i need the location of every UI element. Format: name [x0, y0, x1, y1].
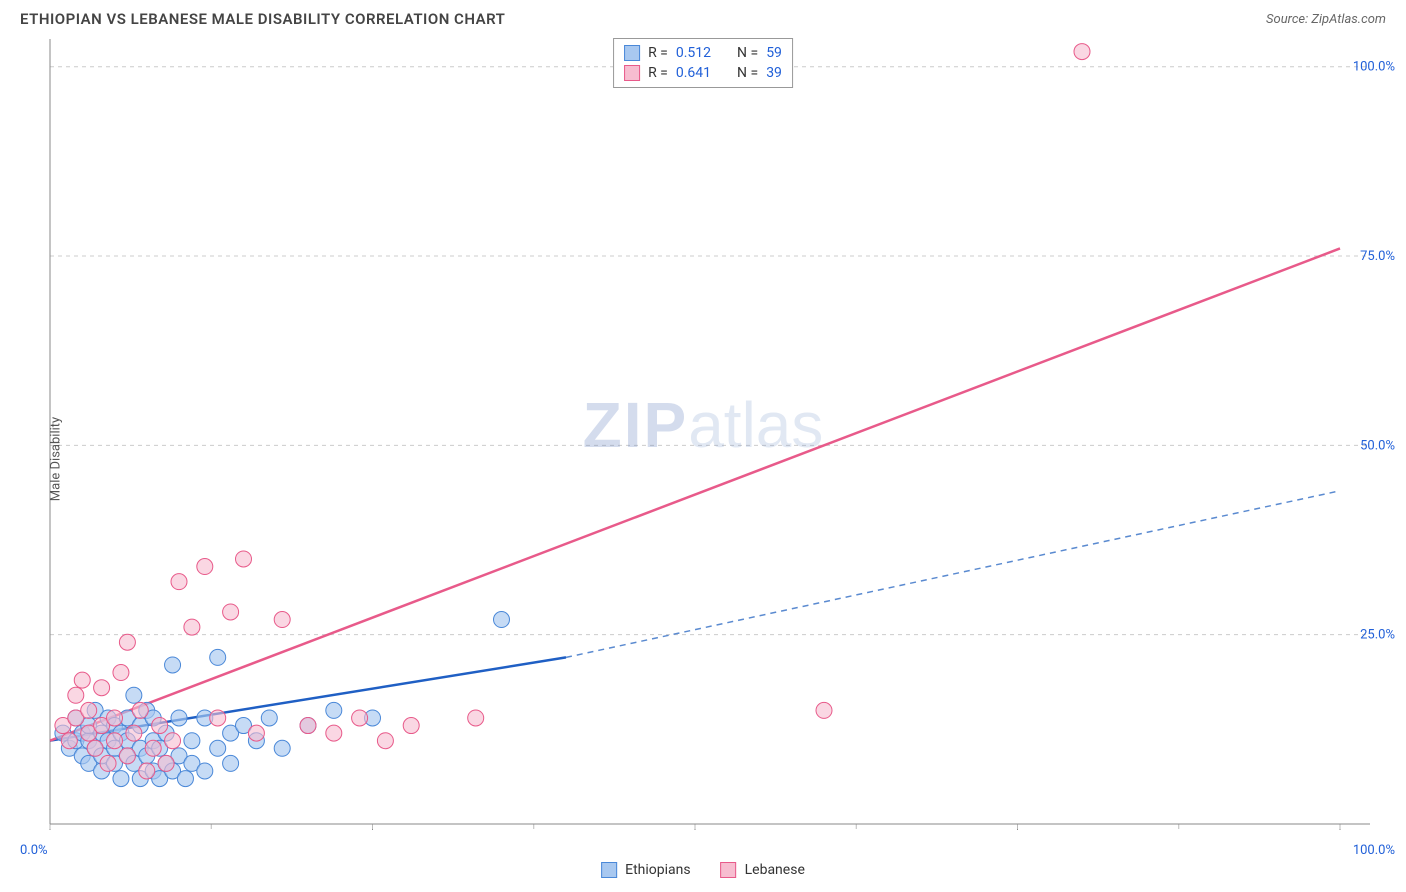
- legend-row-ethiopians: R = 0.512 N = 59: [624, 43, 782, 63]
- source-credit: Source: ZipAtlas.com: [1266, 12, 1386, 27]
- swatch-ethiopians: [624, 45, 640, 61]
- legend-item-ethiopians: Ethiopians: [601, 862, 690, 878]
- svg-text:25.0%: 25.0%: [1360, 628, 1395, 643]
- swatch-lebanese-icon: [721, 862, 737, 878]
- svg-text:50.0%: 50.0%: [1360, 438, 1395, 453]
- chart-header: ETHIOPIAN VS LEBANESE MALE DISABILITY CO…: [0, 0, 1406, 34]
- stats-legend: R = 0.512 N = 59 R = 0.641 N = 39: [613, 38, 793, 88]
- series-legend: Ethiopians Lebanese: [601, 862, 805, 878]
- svg-text:100.0%: 100.0%: [1353, 843, 1395, 858]
- y-axis-label: Male Disability: [49, 417, 64, 501]
- svg-text:75.0%: 75.0%: [1360, 249, 1395, 264]
- chart-area: Male Disability ZIPatlas 25.0%50.0%75.0%…: [0, 34, 1406, 884]
- swatch-lebanese: [624, 65, 640, 81]
- svg-text:0.0%: 0.0%: [20, 843, 48, 858]
- legend-item-lebanese: Lebanese: [721, 862, 805, 878]
- swatch-ethiopians-icon: [601, 862, 617, 878]
- scatter-chart: 25.0% 50.0% 75.0% 100.0% 0.0% 100.0%: [0, 34, 1406, 884]
- chart-title: ETHIOPIAN VS LEBANESE MALE DISABILITY CO…: [20, 10, 505, 28]
- svg-text:100.0%: 100.0%: [1353, 60, 1395, 75]
- legend-row-lebanese: R = 0.641 N = 39: [624, 63, 782, 83]
